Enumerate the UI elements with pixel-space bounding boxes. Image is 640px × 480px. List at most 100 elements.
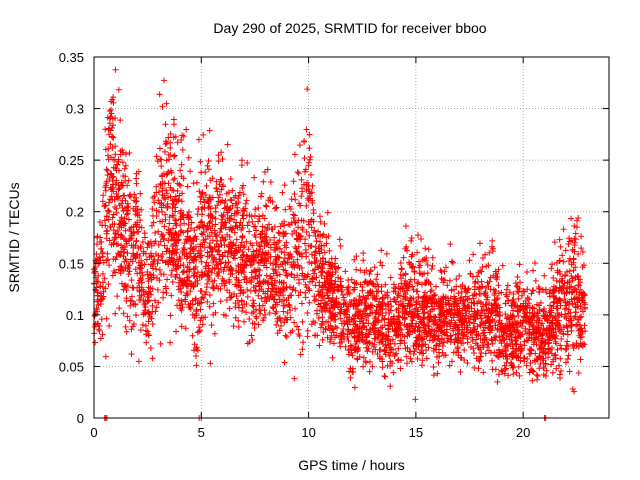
data-point <box>287 314 294 321</box>
data-point <box>526 350 533 357</box>
data-point <box>231 216 237 223</box>
data-point <box>219 197 226 204</box>
data-point <box>212 221 219 228</box>
data-point <box>141 234 148 241</box>
data-point <box>440 329 447 336</box>
data-point <box>174 246 181 253</box>
data-point <box>470 251 477 258</box>
data-point <box>514 273 521 280</box>
data-point <box>246 219 253 226</box>
data-point <box>271 247 278 254</box>
data-point <box>253 247 260 254</box>
data-point <box>454 345 461 352</box>
data-point <box>283 333 290 340</box>
data-point <box>466 308 473 315</box>
data-point <box>473 312 480 319</box>
data-point <box>542 372 549 379</box>
data-point <box>311 293 318 300</box>
data-point <box>467 344 474 351</box>
data-point <box>553 365 560 372</box>
data-point <box>455 300 462 307</box>
data-point <box>431 327 438 334</box>
data-point <box>99 198 106 205</box>
data-point <box>114 293 121 300</box>
data-point <box>317 303 324 310</box>
data-point <box>563 359 570 366</box>
data-point <box>136 287 143 294</box>
data-point <box>458 288 465 295</box>
data-point <box>106 196 113 203</box>
data-point <box>174 302 181 309</box>
data-point <box>471 286 478 293</box>
data-point <box>316 213 323 220</box>
data-point <box>224 253 231 260</box>
data-point <box>325 269 332 276</box>
data-point <box>518 323 525 330</box>
data-point <box>216 229 223 236</box>
data-point <box>425 344 432 351</box>
data-point <box>474 273 481 280</box>
data-point <box>395 345 402 352</box>
data-point <box>274 272 281 279</box>
data-point <box>529 304 536 311</box>
data-point <box>197 317 204 324</box>
data-point <box>271 277 278 284</box>
data-point <box>408 234 415 241</box>
data-point <box>366 304 373 311</box>
data-point <box>379 364 386 371</box>
data-point <box>400 300 407 307</box>
data-point <box>214 261 221 268</box>
data-point <box>365 303 372 310</box>
data-point <box>223 190 230 197</box>
data-point <box>138 284 145 291</box>
data-point <box>121 220 128 227</box>
data-point <box>448 287 455 294</box>
data-point <box>439 324 446 331</box>
data-point <box>315 292 322 299</box>
data-point <box>278 322 285 329</box>
data-point <box>200 131 207 138</box>
data-point <box>195 223 202 230</box>
data-point <box>369 363 376 370</box>
data-point <box>325 284 332 291</box>
data-point <box>564 285 571 292</box>
data-point <box>369 348 376 355</box>
data-point <box>105 216 112 223</box>
data-point <box>236 189 243 196</box>
data-point <box>113 167 120 174</box>
data-point <box>566 258 573 265</box>
data-point <box>224 287 231 294</box>
data-point <box>139 238 146 245</box>
data-point <box>525 337 532 344</box>
data-point <box>177 216 184 223</box>
data-point <box>275 292 282 299</box>
data-point <box>191 227 198 234</box>
data-point <box>103 257 110 264</box>
data-point <box>580 292 587 299</box>
data-point <box>261 298 268 305</box>
data-point <box>510 371 517 378</box>
data-point <box>476 284 483 291</box>
data-point <box>324 292 331 299</box>
data-point <box>461 285 468 292</box>
data-point <box>104 152 111 159</box>
data-point <box>506 289 513 296</box>
data-point <box>418 304 425 311</box>
data-point <box>261 235 268 242</box>
data-point <box>154 260 161 267</box>
data-point <box>582 304 589 311</box>
data-point <box>112 269 119 276</box>
x-tick-label: 15 <box>409 425 423 440</box>
data-point <box>262 311 269 318</box>
data-point <box>136 252 143 259</box>
data-point <box>109 214 116 221</box>
data-point <box>541 272 548 279</box>
data-point <box>524 286 531 293</box>
data-point <box>536 365 543 372</box>
data-point <box>192 353 199 360</box>
data-point <box>190 283 197 290</box>
data-point <box>398 280 405 287</box>
data-point <box>389 326 396 333</box>
data-point <box>326 327 333 334</box>
data-point <box>226 294 233 301</box>
